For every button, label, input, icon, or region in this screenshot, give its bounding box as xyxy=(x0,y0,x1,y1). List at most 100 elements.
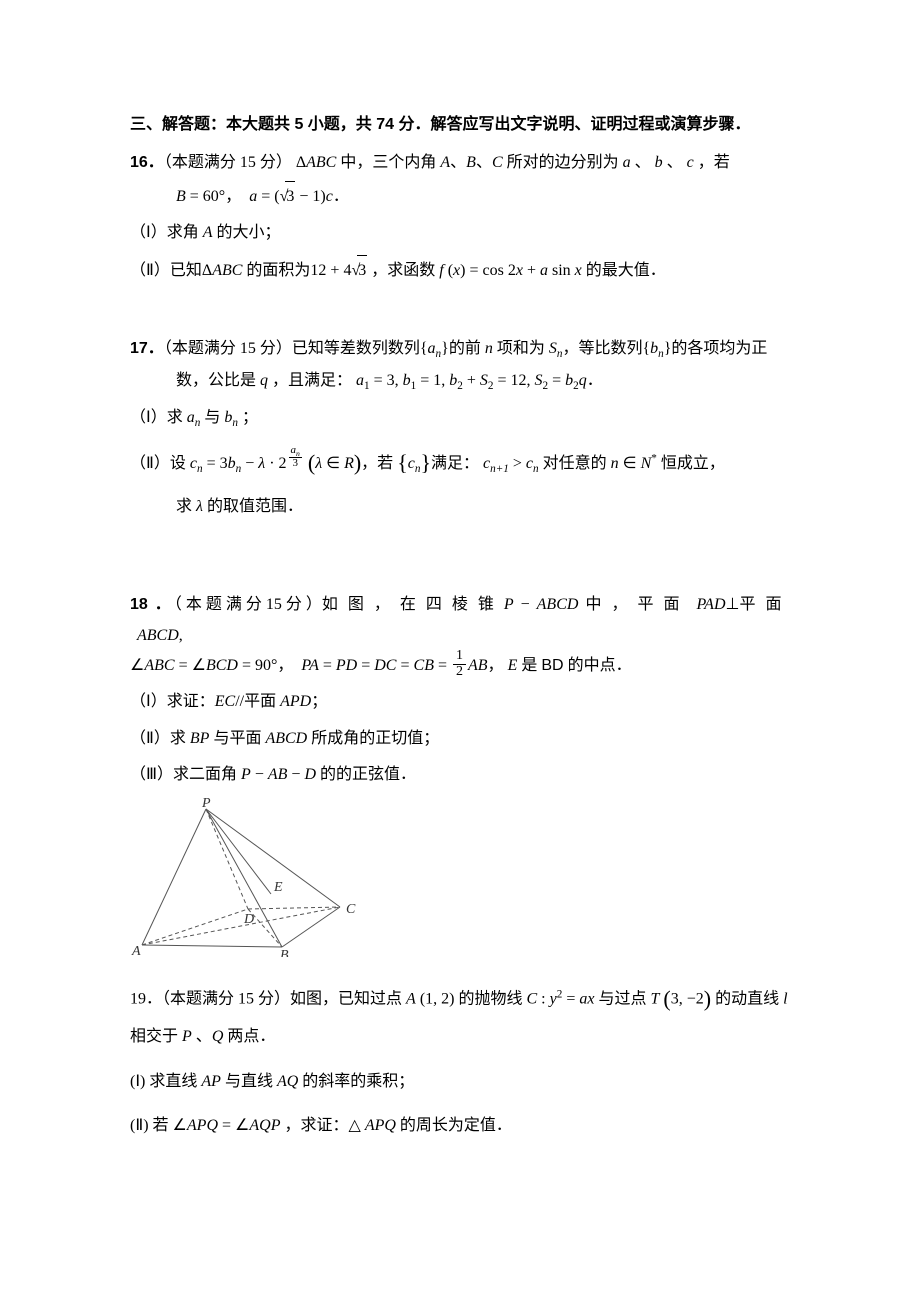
q18-line2: ∠ABC = ∠BCD = 90°， PA = PD = DC = CB = 1… xyxy=(130,651,800,682)
t: 的前 xyxy=(449,340,481,357)
q17-line2: 数，公比是 q ，且满足： a1 = 3, b1 = 1, b2 + S2 = … xyxy=(130,366,800,396)
t: （Ⅱ）设 xyxy=(130,455,186,472)
t: 是 xyxy=(521,657,537,674)
sep: ． xyxy=(333,188,349,205)
t: 的的正弦值． xyxy=(320,766,416,783)
svg-text:D: D xyxy=(243,912,254,927)
t: 已知等差数列数列 xyxy=(292,340,420,357)
spacer xyxy=(130,528,800,590)
t: 的大小； xyxy=(217,224,281,241)
t: ，求证： xyxy=(284,1117,348,1134)
sep: ． xyxy=(587,372,603,389)
t: ，求函数 xyxy=(371,262,435,279)
t: （Ⅰ）求证： xyxy=(130,693,215,710)
t: 的面积为 xyxy=(246,262,310,279)
t: 中，三个内角 xyxy=(340,154,436,171)
svg-text:P: P xyxy=(201,797,211,811)
svg-text:A: A xyxy=(131,944,141,957)
t: 所对的边分别为 xyxy=(507,154,619,171)
t: 两点． xyxy=(227,1028,275,1045)
t: 与直线 xyxy=(225,1073,273,1090)
q17-points: （本题满分 15 分） xyxy=(164,340,292,357)
t: 的周长为定值． xyxy=(400,1117,512,1134)
q18-points: （ 本 题 满 分 15 分 ） xyxy=(174,596,322,613)
t: 满足： xyxy=(431,455,479,472)
delta: Δ xyxy=(296,154,306,171)
t: 的动直线 xyxy=(715,990,779,1007)
t: 恒成立， xyxy=(661,455,725,472)
q17-sub2-l2: 求 λ 的取值范围． xyxy=(130,492,800,522)
t: 对任意的 xyxy=(543,455,607,472)
svg-text:C: C xyxy=(346,902,356,917)
q16-line2: B = 60°， a = (3 − 1)c． xyxy=(130,181,800,212)
sep: ， xyxy=(225,188,241,205)
t: 所成角的正切值； xyxy=(311,730,439,747)
q19-points: （本题满分 15 分） xyxy=(162,990,290,1007)
t: 数，公比是 xyxy=(176,372,256,389)
t: 如图，已知过点 xyxy=(290,990,402,1007)
question-19: 19．（本题满分 15 分）如图，已知过点 A (1, 2) 的抛物线 C : … xyxy=(130,979,800,1142)
sep: 、 xyxy=(667,154,683,171)
t: （Ⅱ）已知 xyxy=(130,262,202,279)
sep: 、 xyxy=(196,1028,212,1045)
t: （Ⅰ）求角 xyxy=(130,224,199,241)
t: 的中点． xyxy=(568,657,632,674)
q16-sub2: （Ⅱ）已知ΔABC 的面积为12 + 43 ，求函数 f (x) = cos 2… xyxy=(130,255,800,286)
spacer xyxy=(130,292,800,334)
q16-number: 16 xyxy=(130,154,148,171)
t: 的最大值． xyxy=(586,262,666,279)
q19-sub2: (Ⅱ) 若 ∠APQ = ∠AQP ，求证：△ APQ 的周长为定值． xyxy=(130,1111,800,1141)
q18-number: 18 xyxy=(130,596,148,613)
q17-sub2: （Ⅱ）设 cn = 3bn − λ · 2an3 (λ ∈ R)，若 {cn}满… xyxy=(130,439,800,490)
t: 与过点 xyxy=(598,990,646,1007)
t: 求 xyxy=(176,498,192,515)
question-18: 18 ．（ 本 题 满 分 15 分 ）如 图 ， 在 四 棱 锥 P − AB… xyxy=(130,590,800,956)
q18-sub1: （Ⅰ）求证：EC//平面 APD； xyxy=(130,687,800,717)
q18-sub2: （Ⅱ）求 BP 与平面 ABCD 所成角的正切值； xyxy=(130,724,800,754)
q16-head: 16．（本题满分 15 分） ΔABC 中，三个内角 A、B、C 所对的边分别为… xyxy=(130,148,800,178)
q16-points: （本题满分 15 分） xyxy=(164,154,292,171)
t: 平面 xyxy=(244,693,276,710)
t: （Ⅱ）求 xyxy=(130,730,186,747)
q17-number: 17 xyxy=(130,340,148,357)
q18-head: 18 ．（ 本 题 满 分 15 分 ）如 图 ， 在 四 棱 锥 P − AB… xyxy=(130,590,800,651)
t: 如 图 ， 在 四 棱 锥 xyxy=(322,596,497,613)
t: 项和为 xyxy=(497,340,545,357)
q18-diagram: A B C D E P xyxy=(130,797,800,957)
t: 的取值范围． xyxy=(207,498,303,515)
q19-head: 19．（本题满分 15 分）如图，已知过点 A (1, 2) 的抛物线 C : … xyxy=(130,979,800,1021)
t: ，等比数列 xyxy=(562,340,642,357)
sep: 、 xyxy=(635,154,651,171)
t: （Ⅲ）求二面角 xyxy=(130,766,237,783)
spacer xyxy=(130,963,800,979)
t: 中 ， 平 面 xyxy=(585,596,682,613)
t: ，且满足： xyxy=(272,372,352,389)
question-16: 16．（本题满分 15 分） ΔABC 中，三个内角 A、B、C 所对的边分别为… xyxy=(130,148,800,286)
q19-number: 19 xyxy=(130,990,146,1007)
t: ； xyxy=(242,409,258,426)
sep: 、 xyxy=(450,154,466,171)
t: (Ⅱ) 若 xyxy=(130,1117,169,1134)
t: （Ⅰ）求 xyxy=(130,409,183,426)
svg-text:E: E xyxy=(273,880,283,895)
t: ； xyxy=(311,693,327,710)
q19-line2: 相交于 P 、Q 两点． xyxy=(130,1022,800,1052)
q17-sub1: （Ⅰ）求 an 与 bn ； xyxy=(130,403,800,433)
t: 的斜率的乘积； xyxy=(302,1073,414,1090)
svg-text:B: B xyxy=(280,948,289,957)
t: ，若 xyxy=(698,154,730,171)
t: 平 面 xyxy=(739,596,784,613)
t: 的抛物线 xyxy=(458,990,522,1007)
t: 相交于 xyxy=(130,1028,178,1045)
t: 的各项均为正 xyxy=(671,340,767,357)
t: 与平面 xyxy=(213,730,261,747)
q18-sub3: （Ⅲ）求二面角 P − AB − D 的的正弦值． xyxy=(130,760,800,790)
sep: ， xyxy=(277,657,293,674)
sep: ， xyxy=(488,657,504,674)
q19-sub1: (Ⅰ) 求直线 AP 与直线 AQ 的斜率的乘积； xyxy=(130,1067,800,1097)
section-title: 三、解答题：本大题共 5 小题，共 74 分．解答应写出文字说明、证明过程或演算… xyxy=(130,110,800,140)
question-17: 17．（本题满分 15 分）已知等差数列数列{an}的前 n 项和为 Sn，等比… xyxy=(130,334,800,522)
q16-sub1: （Ⅰ）求角 A 的大小； xyxy=(130,218,800,248)
t: 与 xyxy=(204,409,220,426)
sep: 、 xyxy=(476,154,492,171)
